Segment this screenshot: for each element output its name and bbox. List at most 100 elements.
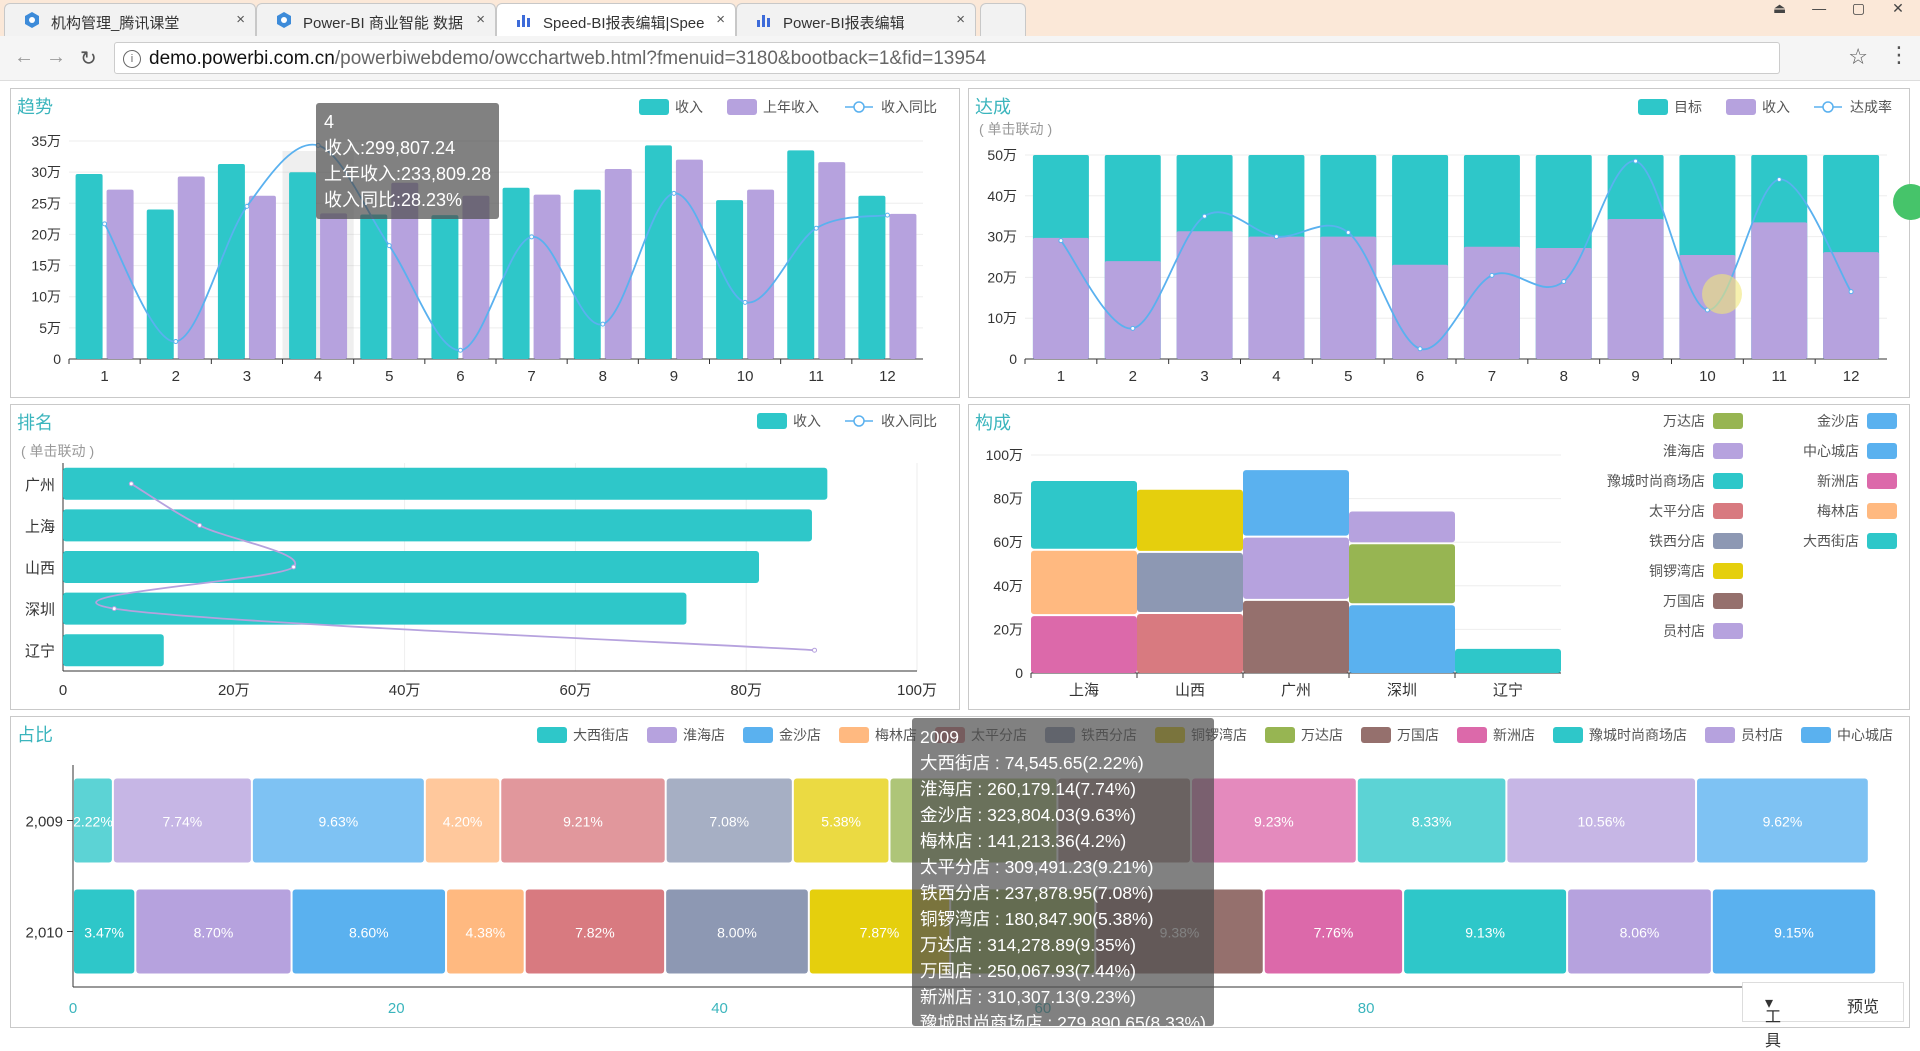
tools-menu-button[interactable]: 工具 ▾ xyxy=(1765,995,1782,1050)
achieve-rate-point xyxy=(1273,234,1279,240)
maximize-icon[interactable]: ▢ xyxy=(1851,0,1866,16)
preview-button[interactable]: 预览 xyxy=(1847,999,1880,1016)
share-stack-segment xyxy=(1697,778,1868,863)
tools-label: 工具 xyxy=(1765,1009,1782,1050)
url-input[interactable]: i demo.powerbi.com.cn/powerbiwebdemo/owc… xyxy=(114,42,1780,74)
compose-ytick-label: 80万 xyxy=(993,491,1023,507)
tab-1-close-icon[interactable]: × xyxy=(236,11,245,28)
trend-bar-lastyear xyxy=(747,189,775,359)
compose-xtick-label: 广州 xyxy=(1281,682,1311,699)
compose-legend-swatch xyxy=(1713,413,1743,429)
reload-icon[interactable]: ↻ xyxy=(80,48,97,70)
tab-3[interactable]: Speed-BI报表编辑|Spee × xyxy=(496,3,736,36)
trend-yoy-point xyxy=(742,299,748,305)
settings-gear-icon[interactable] xyxy=(1893,184,1920,220)
share-tooltip-line: 金沙店 : 323,804.03(9.63%) xyxy=(920,805,1136,825)
share-stack-segment xyxy=(74,889,135,974)
share-legend-swatch xyxy=(1361,727,1391,743)
trend-bar-income xyxy=(573,189,601,359)
compose-stack-segment xyxy=(1243,537,1349,599)
tab-4[interactable]: Power-BI报表编辑 × xyxy=(736,3,976,36)
tab-3-close-icon[interactable]: × xyxy=(716,11,725,28)
rank-ytick-label: 上海 xyxy=(25,518,55,535)
compose-legend-swatch xyxy=(1867,503,1897,519)
share-segment-label: 8.70% xyxy=(194,925,234,941)
compose-legend-swatch xyxy=(1713,623,1743,639)
rank-yoy-point xyxy=(128,481,134,487)
share-tooltip-header: 2009 xyxy=(920,727,959,747)
browser-menu-icon[interactable]: ⋮ xyxy=(1888,42,1910,67)
compose-legend-label: 大西街店 xyxy=(1803,533,1859,549)
info-icon[interactable]: i xyxy=(123,50,141,68)
trend-xtick-label: 7 xyxy=(527,368,535,385)
trend-bar-income xyxy=(858,195,886,359)
share-tooltip-line: 淮海店 : 260,179.14(7.74%) xyxy=(920,779,1136,799)
trend-ytick-label: 5万 xyxy=(39,320,61,336)
achieve-bar-income xyxy=(1607,219,1664,359)
share-xtick-label: 80 xyxy=(1358,1000,1375,1017)
achieve-bar-income xyxy=(1463,246,1520,359)
trend-legend-label: 上年收入 xyxy=(763,99,819,115)
tab-2-label: Power-BI 商业智能 数据 xyxy=(303,15,464,32)
compose-legend-label: 太平分店 xyxy=(1649,503,1705,519)
compose-xtick-label: 上海 xyxy=(1069,682,1099,699)
trend-yoy-point xyxy=(529,234,535,240)
close-window-icon[interactable]: ✕ xyxy=(1892,0,1904,16)
compose-stack-segment xyxy=(1349,544,1455,604)
compose-legend-swatch xyxy=(1713,563,1743,579)
compose-ytick-label: 100万 xyxy=(986,447,1023,463)
achieve-legend-label: 目标 xyxy=(1674,99,1702,115)
tab-2-close-icon[interactable]: × xyxy=(476,11,485,28)
bar-chart-icon xyxy=(517,15,530,27)
user-icon[interactable]: ⏏ xyxy=(1773,0,1787,16)
share-segment-label: 8.33% xyxy=(1412,814,1452,830)
compose-legend-label: 新洲店 xyxy=(1817,473,1859,489)
powerbi-icon xyxy=(277,12,291,28)
rank-legend-swatch xyxy=(757,413,787,429)
share-stack-segment xyxy=(666,889,808,974)
compose-stack-segment xyxy=(1349,511,1455,543)
trend-bar-income xyxy=(787,150,815,359)
trend-bar-income xyxy=(431,215,459,359)
share-segment-label: 7.76% xyxy=(1314,925,1354,941)
rank-xtick-label: 80万 xyxy=(730,682,762,699)
rank-yoy-point xyxy=(812,647,818,653)
tab-4-close-icon[interactable]: × xyxy=(956,11,965,28)
share-stack-segment xyxy=(1712,889,1876,974)
rank-legend-label: 收入同比 xyxy=(881,413,937,429)
share-stack-segment xyxy=(793,778,889,863)
trend-yoy-point xyxy=(600,321,606,327)
rank-subtitle: ( 单击联动 ) xyxy=(21,443,95,459)
bookmark-star-icon[interactable]: ☆ xyxy=(1848,44,1868,69)
share-stack-segment xyxy=(501,778,665,863)
share-segment-label: 9.21% xyxy=(563,814,603,830)
trend-legend-swatch xyxy=(639,99,669,115)
minimize-icon[interactable]: — xyxy=(1812,0,1827,16)
compose-ytick-label: 60万 xyxy=(993,534,1023,550)
forward-icon[interactable]: → xyxy=(46,46,66,68)
share-segment-label: 10.56% xyxy=(1577,814,1624,830)
achieve-ytick-label: 0 xyxy=(1009,351,1017,367)
share-legend-swatch xyxy=(1705,727,1735,743)
tab-2[interactable]: Power-BI 商业智能 数据 × xyxy=(256,3,496,36)
tab-1[interactable]: 机构管理_腾讯课堂 × xyxy=(4,3,256,36)
compose-legend-swatch xyxy=(1867,413,1897,429)
trend-ytick-label: 30万 xyxy=(31,164,61,180)
achieve-legend-swatch xyxy=(1726,99,1756,115)
achieve-subtitle: ( 单击联动 ) xyxy=(979,121,1053,137)
achieve-rate-point xyxy=(1417,346,1423,352)
new-tab-button[interactable] xyxy=(980,3,1026,36)
rank-ytick-label: 深圳 xyxy=(25,602,55,619)
back-icon[interactable]: ← xyxy=(14,46,34,68)
share-ytick-label: 2,009 xyxy=(25,814,63,831)
rank-title: 排名 xyxy=(17,413,53,433)
trend-bar-lastyear xyxy=(106,189,134,359)
achieve-xtick-label: 4 xyxy=(1272,368,1280,385)
trend-yoy-point xyxy=(102,221,108,227)
trend-xtick-label: 6 xyxy=(456,368,464,385)
trend-bar-lastyear xyxy=(889,213,917,359)
